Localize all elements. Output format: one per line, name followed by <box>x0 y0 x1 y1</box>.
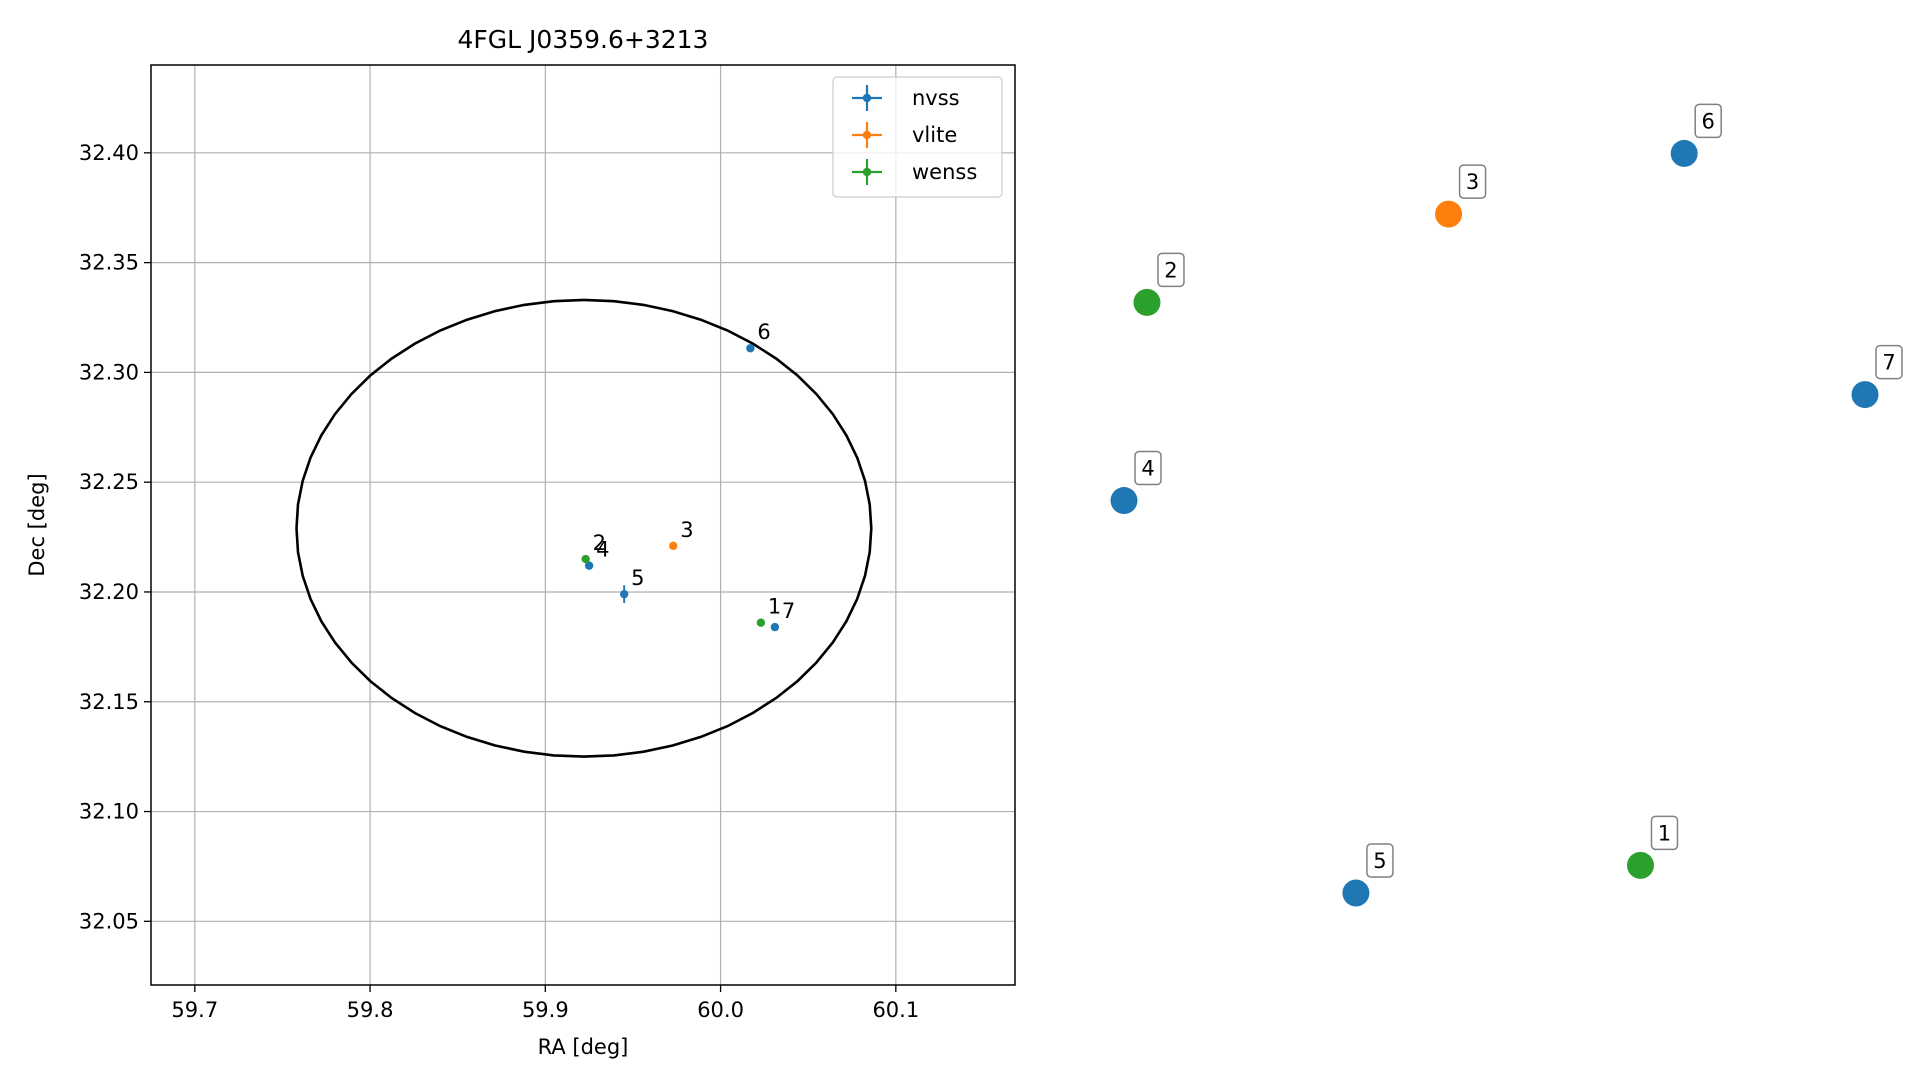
overview-label-5: 5 <box>1373 849 1386 873</box>
x-tick-label: 59.8 <box>347 998 394 1022</box>
point-label-6: 6 <box>757 320 770 344</box>
y-tick-label: 32.10 <box>79 800 139 824</box>
overview-label-box-5 <box>1366 843 1394 878</box>
chart-title: 4FGL J0359.6+3213 <box>458 25 709 54</box>
legend-dot-vlite <box>862 130 872 140</box>
overview-label-7: 7 <box>1882 351 1895 375</box>
overview-point-6 <box>1670 139 1698 167</box>
point-label-2: 2 <box>593 531 606 555</box>
legend-label-nvss: nvss <box>912 86 960 110</box>
point-label-1: 1 <box>768 595 781 619</box>
x-tick-label: 59.7 <box>171 998 218 1022</box>
legend-box <box>832 76 1003 198</box>
overview-label-3: 3 <box>1466 170 1479 194</box>
overview-label-box-7 <box>1875 344 1903 380</box>
y-tick-label: 32.25 <box>79 470 139 494</box>
point-nvss-6 <box>746 344 755 353</box>
point-vlite-3 <box>669 541 678 551</box>
overview-label-box-4 <box>1134 450 1162 486</box>
y-tick-label: 32.30 <box>79 360 139 384</box>
x-axis-label: RA [deg] <box>538 1035 629 1059</box>
main-scatter-plot: 45 6 7 3 1 2 59.7 59.8 59.9 60.0 60.1 32.05 32.10 32… <box>25 25 1016 1059</box>
x-tick-label: 59.9 <box>522 998 569 1022</box>
legend: nvss vlite wenss <box>832 76 1003 198</box>
point-label-4: 4 <box>596 538 609 562</box>
point-nvss-5 <box>619 589 629 599</box>
y-axis-label: Dec [deg] <box>25 473 49 576</box>
x-tick-label: 60.1 <box>872 998 919 1022</box>
ellipse-outline <box>295 298 873 758</box>
x-tick-label: 60.0 <box>697 998 744 1022</box>
overview-label-1: 1 <box>1658 821 1671 845</box>
overview-point-7 <box>1851 381 1879 409</box>
overview-point-1 <box>1626 851 1654 879</box>
overview-label-box-1 <box>1650 815 1679 851</box>
overview-label-box-6 <box>1694 103 1722 139</box>
point-wenss-1 <box>756 618 766 627</box>
overview-label-box-2 <box>1157 252 1185 288</box>
y-tick-label: 32.15 <box>79 690 139 714</box>
axis-ticks: 59.7 59.8 59.9 60.0 60.1 32.05 32.10 32.15 32.20… <box>79 141 919 1022</box>
overview-label-2: 2 <box>1164 258 1177 282</box>
localization-ellipse <box>295 298 873 758</box>
y-tick-label: 32.35 <box>79 251 139 275</box>
data-points: 45 6 7 3 1 2 <box>581 320 795 632</box>
point-label-3: 3 <box>680 518 693 542</box>
y-tick-label: 32.20 <box>79 580 139 604</box>
overview-point-5 <box>1342 879 1370 907</box>
plot-frame <box>150 64 1016 986</box>
plot-area <box>151 65 1015 985</box>
legend-label-wenss: wenss <box>912 160 977 184</box>
overview-label-6: 6 <box>1702 109 1715 133</box>
legend-dot-nvss <box>862 93 872 103</box>
overview-label-4: 4 <box>1141 457 1154 481</box>
y-tick-label: 32.05 <box>79 909 139 933</box>
legend-dot-wenss <box>862 167 872 177</box>
point-label-7: 7 <box>782 599 795 623</box>
point-nvss-7 <box>770 622 780 632</box>
label-overview-plot: 1 2 3 4 5 6 7 <box>1110 103 1903 907</box>
overview-point-4 <box>1110 487 1138 515</box>
point-label-5: 5 <box>631 566 644 590</box>
point-wenss-2 <box>581 554 590 564</box>
point-nvss-4 <box>584 561 594 570</box>
overview-label-box-3 <box>1458 164 1487 199</box>
legend-label-vlite: vlite <box>912 123 957 147</box>
y-tick-label: 32.40 <box>79 141 139 165</box>
overview-point-2 <box>1133 288 1161 316</box>
overview-point-3 <box>1435 200 1463 228</box>
